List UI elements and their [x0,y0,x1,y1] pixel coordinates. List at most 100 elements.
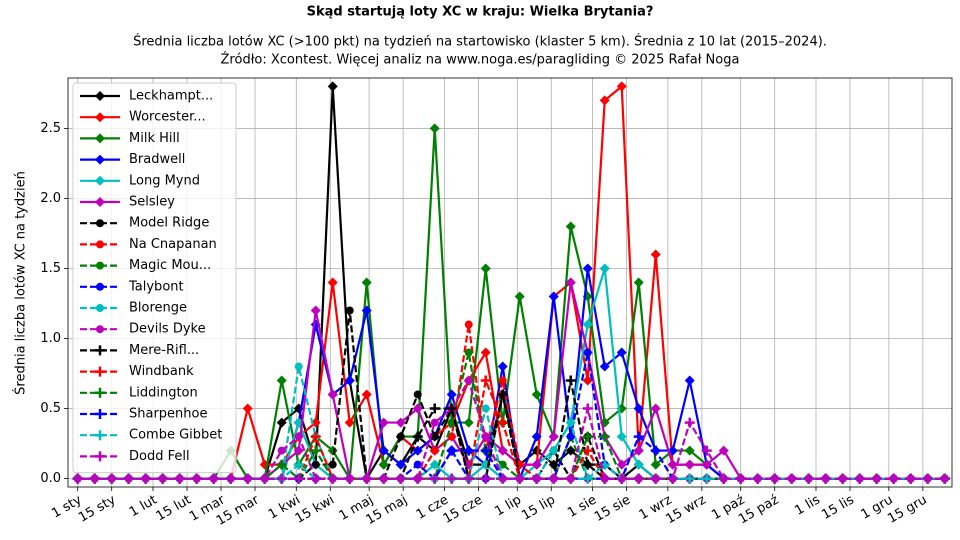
marker [123,473,134,484]
marker [96,261,104,270]
marker [599,263,610,274]
marker [480,263,491,274]
marker [361,277,372,288]
marker [95,112,105,123]
marker [514,473,525,484]
legend-label: Bradwell [129,152,185,167]
marker [837,473,848,484]
marker [95,451,105,462]
marker [565,445,576,456]
legend-label: Long Mynd [129,173,200,188]
legend-label: Dodd Fell [129,449,190,464]
marker [328,460,337,469]
legend-label: Devils Dyke [129,322,206,337]
marker [378,459,389,470]
marker [412,403,423,414]
y-tick-label: 1.0 [40,331,61,346]
marker [174,473,185,484]
marker [157,473,168,484]
marker [412,445,423,456]
marker [548,291,559,302]
legend: Leckhampt... Worcester... Milk Hill Bradwel… [72,82,237,474]
marker [633,473,644,484]
series-line [77,408,945,480]
marker [140,473,151,484]
marker [395,473,406,484]
marker [566,432,575,441]
marker [327,81,338,92]
marker [701,459,712,470]
marker [684,459,695,470]
marker [310,305,321,316]
marker [565,473,576,484]
marker [242,403,253,414]
marker [463,445,474,456]
marker [633,459,644,470]
marker [650,249,661,260]
marker [95,175,105,186]
legend-label: Model Ridge [129,216,209,231]
marker [311,460,320,469]
marker [633,403,644,414]
plot-frame [67,77,953,488]
y-tick-label: 2.0 [40,191,61,206]
marker [276,473,287,484]
marker [769,473,780,484]
marker [95,197,105,207]
marker [395,417,406,428]
marker [481,404,490,413]
marker [650,473,661,484]
marker [599,361,610,372]
marker [96,240,104,249]
marker [582,459,593,470]
marker [497,361,508,372]
marker [480,347,491,358]
marker [294,362,303,371]
marker [464,348,473,357]
legend-label: Milk Hill [129,131,180,146]
marker [95,409,105,419]
marker [565,221,576,232]
marker [548,473,559,484]
marker [344,417,355,428]
marker [583,348,592,357]
marker [922,473,933,484]
marker [310,473,321,484]
legend-label: Windbank [129,364,194,379]
y-tick-label: 2.5 [40,121,61,136]
marker [95,366,105,377]
marker [531,473,542,484]
marker [565,375,576,386]
marker [430,432,439,441]
marker [208,473,219,484]
marker [684,473,695,484]
marker [667,473,678,484]
marker [684,417,695,428]
marker [95,345,105,356]
marker [464,320,473,329]
marker [616,347,627,358]
marker [650,459,661,470]
marker [497,473,508,484]
marker [310,445,321,456]
marker [446,445,457,456]
marker [616,431,627,442]
marker [413,390,422,399]
marker [293,459,304,470]
marker [327,389,338,400]
marker [718,473,729,484]
marker [599,473,610,484]
marker [514,291,525,302]
legend-label: Sharpenhoe [129,407,207,422]
marker [396,432,405,441]
marker [294,432,303,441]
legend-label: Talybont [128,279,184,294]
marker [95,430,105,441]
y-tick-label: 1.5 [40,261,61,276]
marker [531,459,542,470]
marker [480,445,491,456]
marker [378,417,389,428]
marker [446,473,457,484]
marker [599,431,610,442]
marker [95,154,105,165]
